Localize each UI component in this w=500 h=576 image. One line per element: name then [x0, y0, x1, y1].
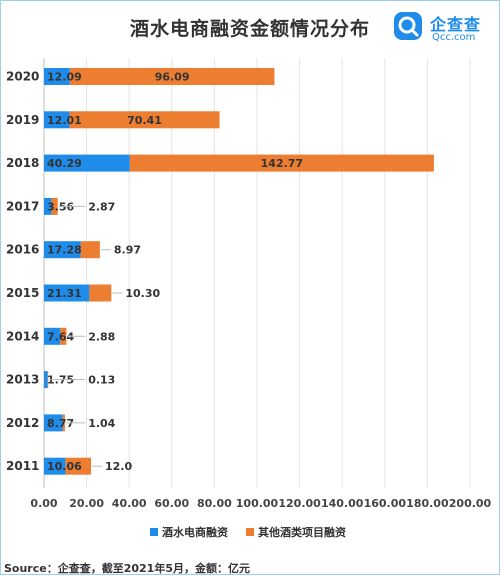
category-label: 2011 — [6, 459, 39, 473]
data-label-series-2: 2.88 — [88, 330, 115, 343]
data-label-series-1: 40.29 — [47, 157, 82, 170]
category-label: 2014 — [6, 329, 39, 343]
data-label-series-2: 12.0 — [105, 460, 132, 473]
legend-swatch — [246, 528, 254, 536]
bar-series-1 — [44, 327, 61, 345]
bar-series-2 — [51, 197, 58, 215]
data-label-series-1: 12.09 — [47, 71, 82, 84]
x-tick-label: 80.00 — [197, 497, 232, 510]
bar-series-2 — [89, 284, 112, 302]
legend-label: 其他酒类项目融资 — [258, 525, 346, 539]
category-labels: 2020 2019 2018 2017 2016 2015 2014 2013 2012 2011 — [6, 70, 39, 474]
x-tick-label: 160.00 — [364, 497, 407, 510]
bar-series-2 — [47, 371, 49, 389]
bar-series-2 — [80, 241, 100, 259]
qcc-logo: 企查查 Qcc.com — [392, 8, 500, 48]
bar-series-1 — [44, 68, 70, 85]
bar-series-1 — [44, 111, 70, 129]
bar-series-2 — [60, 327, 67, 345]
bar-series-2 — [129, 154, 434, 172]
logo-domain: Qcc.com — [432, 32, 476, 43]
x-tick-label: 180.00 — [406, 497, 449, 510]
bar-series-2 — [65, 457, 91, 475]
category-label: 2019 — [6, 113, 39, 127]
x-tick-label: 20.00 — [69, 497, 104, 510]
x-tick-label: 60.00 — [154, 497, 189, 510]
qcc-logo-icon — [394, 12, 422, 40]
bar-chart: 2020 2019 2018 2017 2016 2015 2014 2013 2012 2011… — [6, 58, 492, 539]
bar-series-2 — [62, 414, 65, 432]
category-label: 2016 — [6, 243, 39, 257]
bar-series-1 — [44, 457, 66, 475]
bar-series-1 — [44, 284, 90, 302]
bar-series-1 — [44, 371, 48, 389]
bar-series-2 — [69, 68, 275, 85]
x-tick-label: 140.00 — [321, 497, 364, 510]
data-label-series-1: 12.01 — [47, 114, 82, 127]
data-label-series-2: 2.87 — [88, 200, 115, 213]
x-tick-label: 120.00 — [278, 497, 321, 510]
category-label: 2017 — [6, 199, 39, 213]
chart-title: 酒水电商融资金额情况分布 — [129, 18, 370, 40]
category-label: 2020 — [6, 70, 39, 84]
category-label: 2012 — [6, 416, 39, 430]
data-label-series-2: 1.04 — [88, 417, 115, 430]
x-tick-label: 200.00 — [449, 497, 492, 510]
legend: 酒水电商融资 其他酒类项目融资 — [150, 525, 346, 539]
source-note: Source：企查查，截至2021年5月，金额：亿元 — [4, 562, 250, 575]
bar-series-1 — [44, 197, 52, 215]
logo-name: 企查查 — [430, 15, 482, 34]
data-label-series-2: 96.09 — [155, 71, 190, 84]
x-tick-label: 40.00 — [112, 497, 147, 510]
data-label-series-1: 21.31 — [47, 287, 82, 300]
x-tick-labels: 0.00 20.00 40.00 60.00 80.00 100.00 120.00 140.… — [30, 497, 491, 510]
bar-series-1 — [44, 241, 81, 259]
data-label-series-1: 8.77 — [47, 417, 74, 430]
data-label-series-2: 70.41 — [127, 114, 162, 127]
category-label: 2015 — [6, 286, 39, 300]
x-tick-label: 100.00 — [236, 497, 279, 510]
legend-swatch — [150, 528, 158, 536]
category-label: 2018 — [6, 156, 39, 170]
data-label-series-2: 142.77 — [261, 157, 303, 170]
data-label-series-2: 10.30 — [125, 287, 160, 300]
data-label-series-1: 17.28 — [47, 244, 82, 257]
x-tick-label: 0.00 — [30, 497, 57, 510]
data-label-series-1: 10.06 — [47, 460, 82, 473]
bar-series-1 — [44, 154, 130, 172]
legend-label: 酒水电商融资 — [162, 525, 228, 539]
bars — [44, 68, 434, 475]
category-label: 2013 — [6, 373, 39, 387]
bar-series-1 — [44, 414, 63, 432]
data-label-series-2: 8.97 — [114, 244, 141, 257]
bar-series-2 — [69, 111, 220, 129]
data-label-series-1: 7.64 — [47, 330, 74, 343]
data-label-series-2: 0.13 — [88, 374, 115, 387]
